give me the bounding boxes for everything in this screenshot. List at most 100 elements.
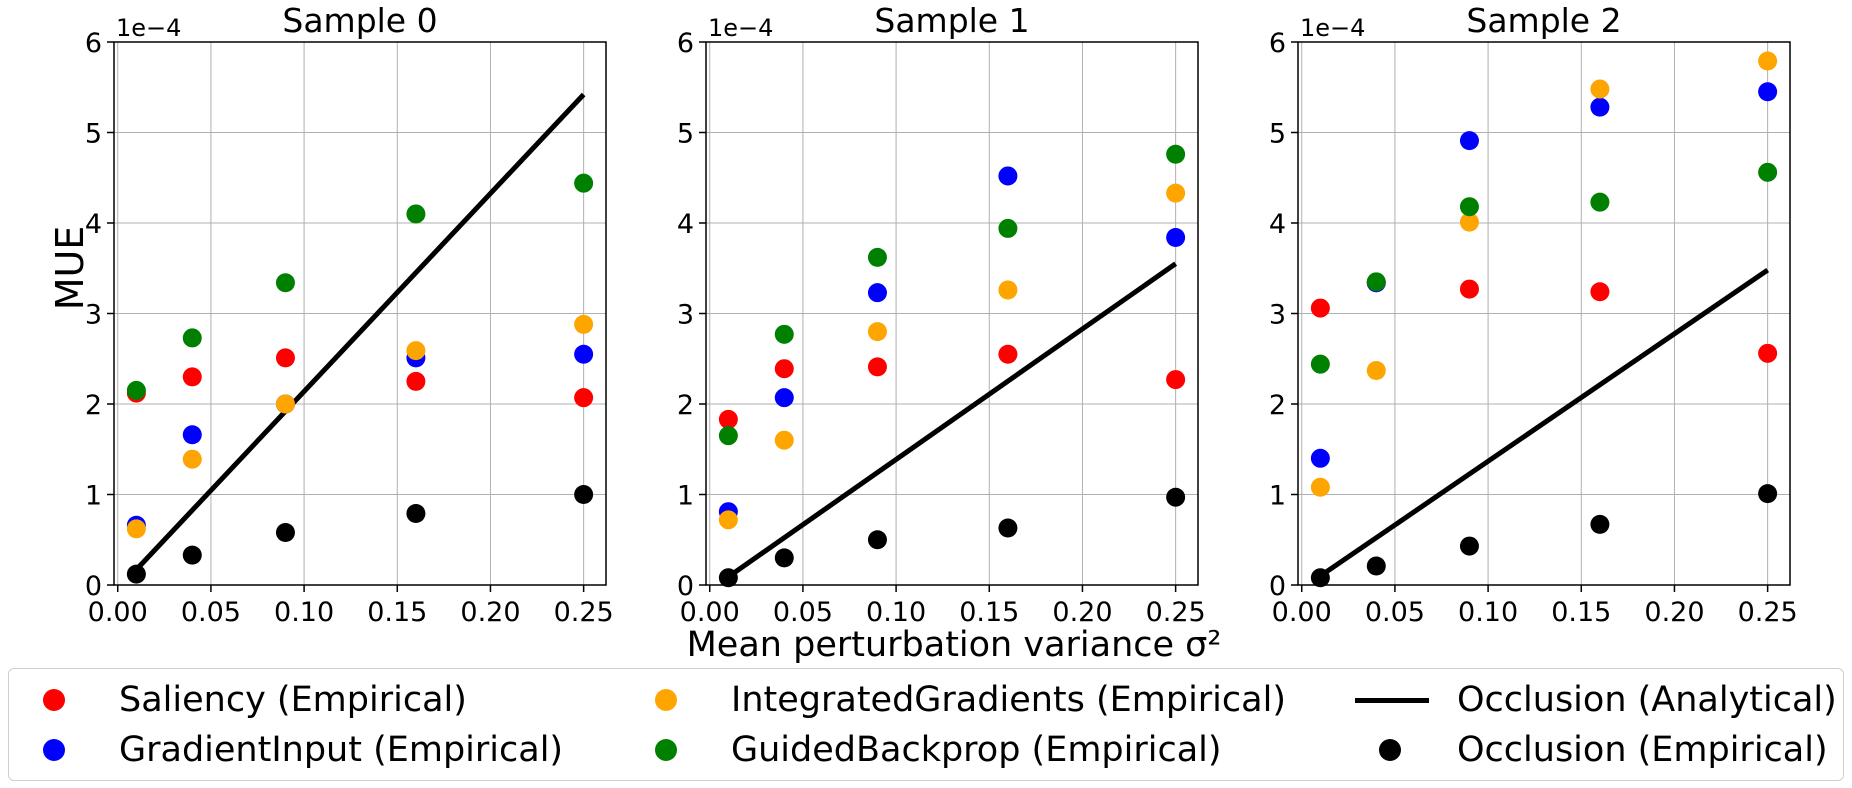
y-tick-label: 0 [1269,571,1286,602]
point-occlusion-empirical [574,485,594,504]
point-occlusion-empirical [1758,484,1778,504]
legend-marker-integratedgradients [655,689,677,711]
point-integratedgradients [1758,51,1778,71]
x-tick-label: 0.10 [274,597,334,628]
chart-figure: MUE Mean perturbation variance σ² 0.00 0.… [48,1,1798,665]
point-guidedbackprop [867,247,887,267]
y-scale-label: 1e−4 [1300,14,1365,42]
point-integratedgradients [275,394,295,414]
legend-item-gradientinput: GradientInput (Empirical) [9,725,563,775]
point-guidedbackprop [574,173,594,193]
x-tick-label: 0.20 [460,597,520,628]
y-scale-label: 1e−4 [116,14,181,42]
point-guidedbackprop [998,218,1018,238]
y-tick-label: 6 [1269,28,1286,59]
point-guidedbackprop [1758,162,1778,182]
point-occlusion-empirical [1459,536,1479,556]
legend-label-saliency: Saliency (Empirical) [119,680,467,720]
point-integratedgradients [406,341,426,361]
x-tick-label: 0.15 [367,597,427,628]
point-saliency [1758,343,1778,363]
x-tick-label: 0.05 [773,597,833,628]
x-tick-label: 0.15 [959,597,1019,628]
y-tick-label: 4 [677,209,694,240]
legend-item-occlusion-analytical: Occlusion (Analytical) [1355,675,1837,725]
point-saliency [1459,279,1479,299]
y-tick-label: 4 [85,209,102,240]
legend-item-occlusion-empirical: Occlusion (Empirical) [1355,725,1828,775]
x-tick-label: 0.25 [554,597,614,628]
point-integratedgradients [1459,212,1479,232]
point-gradientinput [867,283,887,303]
y-tick-label: 2 [677,390,694,421]
y-tick-label: 3 [677,300,694,331]
point-gradientinput [1590,97,1610,117]
point-gradientinput [1166,227,1186,247]
y-tick-label: 1 [677,481,694,512]
legend-item-integratedgradients: IntegratedGradients (Empirical) [621,675,1286,725]
point-integratedgradients [182,449,202,469]
point-guidedbackprop [1590,192,1610,212]
chart-panel-2: 0.00 0.05 0.10 0.15 0.20 0.25 0 1 2 3 4 5 6 1e−4 Sampl… [1269,1,1798,628]
point-occlusion-empirical [275,523,295,543]
point-integratedgradients [1310,477,1330,497]
point-gradientinput [1459,131,1479,151]
legend-item-guidedbackprop: GuidedBackprop (Empirical) [621,725,1222,775]
legend-label-occlusion-analytical: Occlusion (Analytical) [1457,680,1837,720]
legend: Saliency (Empirical) GradientInput (Empi… [8,668,1844,781]
x-tick-label: 0.15 [1551,597,1611,628]
point-guidedbackprop [718,426,738,446]
y-tick-label: 2 [1269,390,1286,421]
legend-marker-gradientinput [43,739,65,761]
point-gradientinput [574,344,594,364]
y-tick-label: 1 [85,481,102,512]
occlusion-analytical-line [1318,267,1770,579]
point-saliency [718,409,738,429]
y-tick-label: 3 [85,300,102,331]
point-occlusion-empirical [1166,487,1186,507]
point-saliency [275,348,295,368]
point-gradientinput [998,166,1018,186]
x-tick-label: 0.20 [1644,597,1704,628]
legend-marker-saliency [43,689,65,711]
x-tick-label: 0.05 [181,597,241,628]
point-integratedgradients [126,519,146,539]
point-integratedgradients [774,430,794,450]
point-gradientinput [1310,448,1330,468]
legend-line-occlusion-analytical [1355,697,1429,703]
legend-item-saliency: Saliency (Empirical) [9,675,467,725]
point-occlusion-empirical [1366,556,1386,576]
point-integratedgradients [1166,183,1186,203]
y-scale-label: 1e−4 [708,14,773,42]
point-gradientinput [774,388,794,408]
point-gradientinput [182,425,202,445]
occlusion-analytical-line [134,92,586,572]
chart-panel-1: 0.00 0.05 0.10 0.15 0.20 0.25 0 1 2 3 4 5 6 1e−4 Sampl… [677,1,1206,628]
point-guidedbackprop [1366,272,1386,292]
chart-title: Sample 1 [874,1,1029,40]
point-guidedbackprop [182,328,202,348]
point-guidedbackprop [406,204,426,224]
point-occlusion-empirical [718,568,738,588]
legend-label-occlusion-empirical: Occlusion (Empirical) [1457,730,1828,770]
y-tick-label: 3 [1269,300,1286,331]
point-occlusion-empirical [1590,514,1610,534]
point-occlusion-empirical [182,545,202,565]
point-guidedbackprop [1459,197,1479,217]
x-tick-label: 0.25 [1738,597,1798,628]
point-saliency [574,388,594,408]
y-tick-label: 5 [1269,119,1286,150]
y-tick-label: 5 [85,119,102,150]
point-guidedbackprop [774,324,794,344]
point-occlusion-empirical [867,530,887,550]
point-integratedgradients [574,314,594,334]
x-tick-label: 0.00 [1272,597,1332,628]
chart-title: Sample 2 [1466,1,1621,40]
point-integratedgradients [867,322,887,342]
point-saliency [998,344,1018,364]
chart-panel-0: 0.00 0.05 0.10 0.15 0.20 0.25 0 1 2 3 4 5 6 1e−4 Sampl… [85,1,614,628]
x-tick-label: 0.20 [1052,597,1112,628]
point-saliency [867,357,887,377]
point-occlusion-empirical [998,518,1018,538]
x-tick-label: 0.10 [1458,597,1518,628]
